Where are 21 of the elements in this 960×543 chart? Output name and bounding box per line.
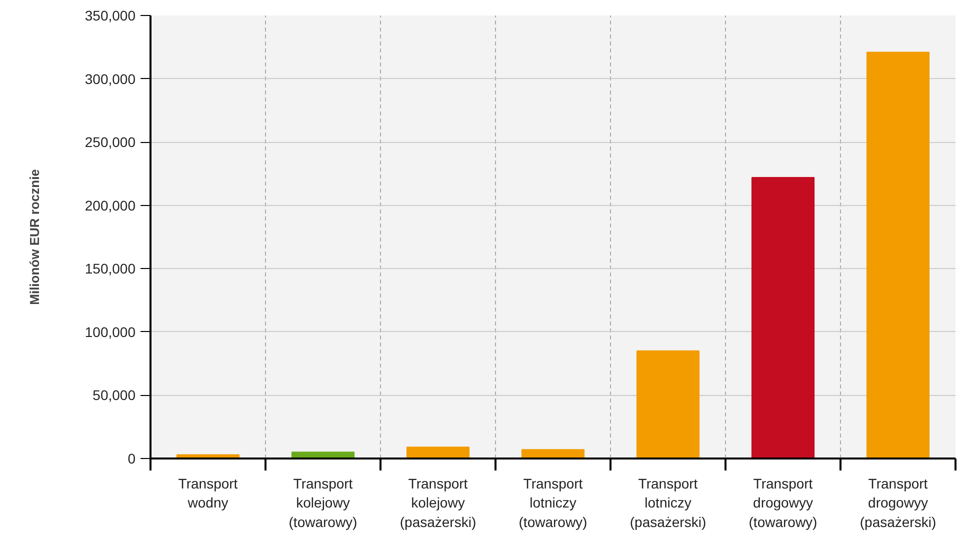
bar xyxy=(866,52,930,458)
x-tick-label: Transport kolejowy (towarowy) xyxy=(288,476,358,530)
x-tick-label: Transport lotniczy (towarowy) xyxy=(518,476,588,530)
y-tick-label: 150,000 xyxy=(84,260,136,277)
y-tick-label: 0 xyxy=(128,450,136,466)
x-tick-label: Transport drogowyy (towarowy) xyxy=(748,476,818,530)
bar xyxy=(636,350,700,458)
x-tick-label: Transport lotniczy (pasażerski) xyxy=(630,476,706,530)
x-tick-label: Transport kolejowy (pasażerski) xyxy=(400,476,476,530)
y-tick-label: 250,000 xyxy=(84,134,136,150)
bar xyxy=(521,449,585,458)
y-tick-label: 100,000 xyxy=(84,324,136,340)
y-tick-label: 350,000 xyxy=(84,8,136,24)
y-tick-label: 200,000 xyxy=(84,197,136,214)
y-axis-title: Milionów EUR rocznie xyxy=(26,169,42,305)
bar xyxy=(406,446,470,458)
x-tick-label: Transport wodny xyxy=(178,476,238,511)
y-tick-label: 50,000 xyxy=(92,387,136,404)
x-tick-label: Transport drogowyy (pasażerski) xyxy=(860,476,936,530)
bar xyxy=(751,177,815,458)
y-tick-label: 300,000 xyxy=(84,70,136,87)
